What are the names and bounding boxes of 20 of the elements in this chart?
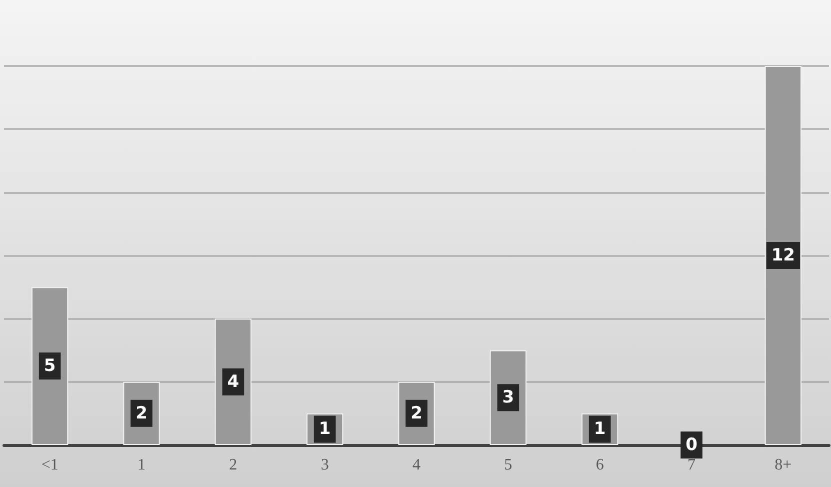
x-tick-label: 6 xyxy=(596,456,604,474)
data-label: 1 xyxy=(318,419,331,440)
x-tick-label: 5 xyxy=(504,456,512,474)
data-label: 3 xyxy=(502,388,514,408)
data-label: 2 xyxy=(410,403,422,424)
x-tick-label: 4 xyxy=(412,456,420,474)
bar xyxy=(764,66,802,445)
x-tick-label: 3 xyxy=(320,456,329,474)
x-tick-label: <1 xyxy=(41,456,58,474)
bar xyxy=(32,287,68,445)
x-tick-label: 7 xyxy=(688,456,696,474)
x-tick-label: 8+ xyxy=(774,456,792,474)
x-tick-label: 1 xyxy=(138,456,146,474)
data-label: 12 xyxy=(771,246,796,266)
data-label: 4 xyxy=(227,372,240,392)
data-label: 1 xyxy=(594,419,606,440)
data-label: 2 xyxy=(136,403,148,424)
x-tick-label: 2 xyxy=(229,456,238,474)
data-label: 5 xyxy=(44,356,56,376)
data-label: 0 xyxy=(686,435,698,455)
